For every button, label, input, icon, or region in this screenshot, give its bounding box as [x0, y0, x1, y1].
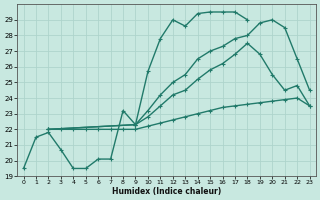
- X-axis label: Humidex (Indice chaleur): Humidex (Indice chaleur): [112, 187, 221, 196]
